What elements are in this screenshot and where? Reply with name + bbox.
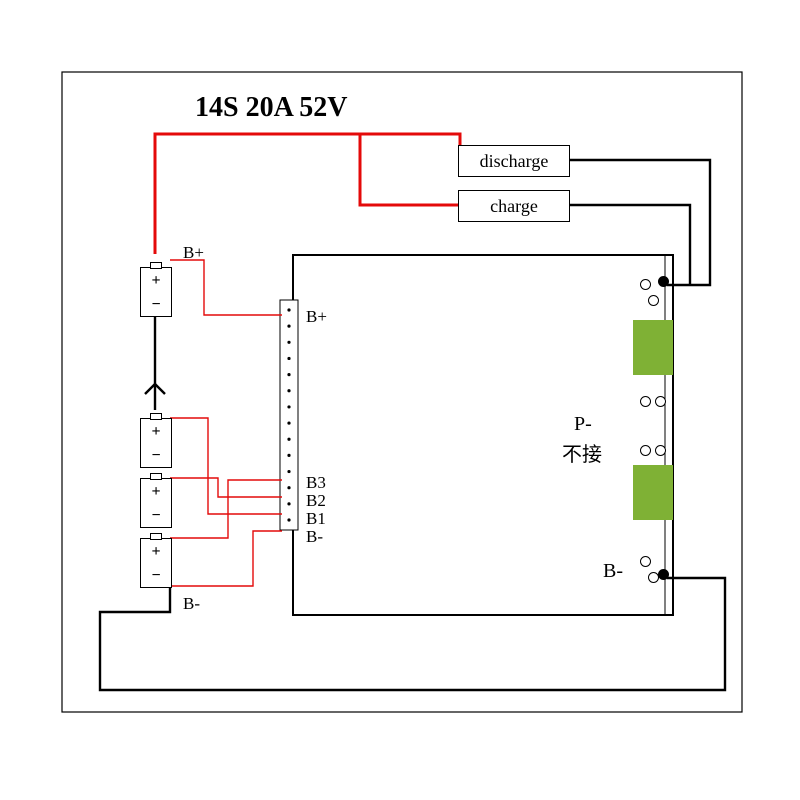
pad-open-3: [655, 396, 666, 407]
battery-2: +−: [140, 478, 172, 528]
label-3: 不接: [562, 438, 602, 467]
pad-open-6: [640, 556, 651, 567]
diagram-title: 14S 20A 52V: [195, 92, 347, 124]
battery-1: +−: [140, 418, 172, 468]
discharge-label: discharge: [480, 151, 549, 172]
conn-label-4: B-: [306, 527, 323, 547]
pad-filled-1: [658, 569, 669, 580]
pad-open-0: [640, 279, 651, 290]
green-pad-1: [633, 465, 673, 520]
green-pad-0: [633, 320, 673, 375]
label-4: B-: [603, 560, 623, 583]
conn-label-0: B+: [306, 307, 327, 327]
charge-box: charge: [458, 190, 570, 222]
label-2: P-: [574, 413, 592, 436]
label-1: B-: [183, 594, 200, 614]
battery-3: +−: [140, 538, 172, 588]
battery-0: +−: [140, 267, 172, 317]
pad-open-4: [640, 445, 651, 456]
charge-label: charge: [490, 196, 538, 217]
pad-filled-0: [658, 276, 669, 287]
label-0: B+: [183, 243, 204, 263]
pad-open-1: [648, 295, 659, 306]
conn-label-2: B2: [306, 491, 326, 511]
conn-label-1: B3: [306, 473, 326, 493]
discharge-box: discharge: [458, 145, 570, 177]
conn-label-3: B1: [306, 509, 326, 529]
pad-open-5: [655, 445, 666, 456]
pad-open-2: [640, 396, 651, 407]
